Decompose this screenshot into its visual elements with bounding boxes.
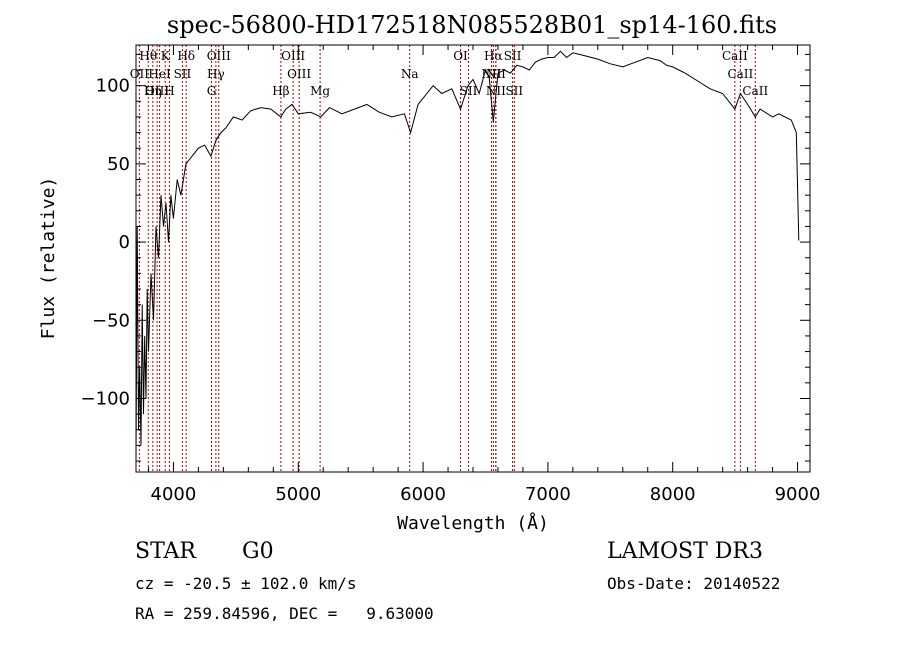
spectral-line-label: Hα [484,49,503,63]
spectral-line-label: SII [460,84,478,98]
spectral-line-label: Hη [144,84,162,98]
chart-title: spec-56800-HD172518N085528B01_sp14-160.f… [167,11,777,39]
spectral-line-label: Na [401,67,419,81]
x-tick-label: 8000 [650,484,696,505]
spectral-line-label: Hγ [207,67,225,81]
y-axis-label: Flux (relative) [38,177,59,340]
y-tick-label: −50 [92,310,130,331]
spectral-line-label: Hδ [177,49,195,63]
object-subclass: G0 [242,539,274,564]
spectral-line-label: OII [130,67,150,81]
spectral-line-label: OIII [287,67,311,81]
y-tick-label: 100 [96,76,130,97]
spectral-line-label: SII [174,67,192,81]
spectral-line-label: OIII [145,84,169,98]
survey-name: LAMOST DR3 [607,539,763,564]
ra-dec: RA = 259.84596, DEC = 9.63000 [135,604,434,623]
spectral-line-label: SII [505,84,523,98]
spectral-line-label: Hβ [272,84,289,98]
redshift-cz: cz = -20.5 ± 102.0 km/s [135,574,357,593]
spectral-line-label: OIII [207,49,231,63]
spectral-line-label: HeI [148,67,171,81]
spectral-line-label: H [164,84,174,98]
object-class: STAR [135,539,196,564]
x-tick-label: 9000 [775,484,821,505]
line-markers [138,45,756,472]
x-tick-label: 7000 [525,484,571,505]
obs-date: Obs-Date: 20140522 [607,574,781,593]
axis-ticks: 4000 5000 6000 7000 8000 9000 −100 −50 0 50 100 [81,45,821,505]
spectral-line-label: NII [486,67,506,81]
spectral-line-label: Hθ [139,49,157,63]
y-tick-label: 0 [119,232,130,253]
x-tick-label: 6000 [400,484,446,505]
x-tick-label: 5000 [275,484,321,505]
spectral-line-label: G [207,84,217,98]
spectral-line-label: OI [453,49,468,63]
spectral-line-label: CaII [722,49,748,63]
spectral-line-label: OIII [281,49,305,63]
plot-frame [135,44,811,473]
x-axis-label: Wavelength (Å) [397,512,549,534]
spectral-line-label: Mg [310,84,330,98]
y-tick-label: 50 [107,154,130,175]
spectral-line-label: NII [481,67,501,81]
spectral-line-label: CaII [727,67,753,81]
spectral-line-label: SII [504,49,522,63]
x-tick-label: 4000 [151,484,197,505]
spectral-line-label: CaII [742,84,768,98]
spectrum-line [135,50,800,462]
spectral-line-label: K [161,49,171,63]
y-tick-label: −100 [81,388,130,409]
